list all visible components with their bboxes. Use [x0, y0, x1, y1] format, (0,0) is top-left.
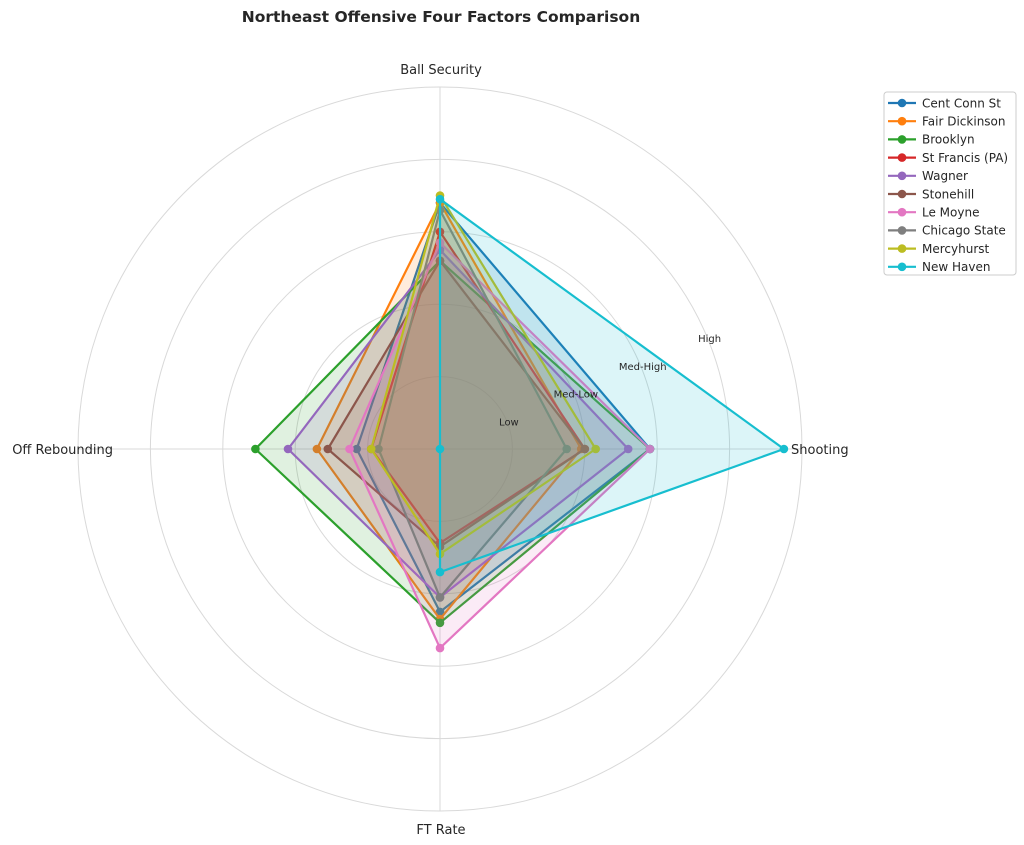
legend-swatch-marker [897, 135, 907, 144]
legend-swatch-marker [897, 171, 907, 181]
series-point [435, 618, 445, 628]
series-area [356, 202, 650, 612]
series-point [312, 444, 322, 454]
axis-label: Ball Security [400, 63, 482, 78]
legend-item: Brooklyn [922, 133, 975, 147]
series-point [251, 444, 260, 454]
series-area [440, 199, 784, 573]
chart-title: Northeast Offensive Four Factors Compari… [242, 8, 640, 26]
series-point [623, 444, 633, 454]
series-area [349, 242, 650, 649]
legend-item: Wagner [922, 169, 968, 183]
radar-labels: Shooting Ball Security Off Rebounding FT Ra… [12, 63, 848, 838]
series-point [374, 444, 383, 454]
legend-swatch-marker [897, 153, 907, 162]
series-point [352, 444, 362, 454]
series-area [288, 249, 629, 598]
series-area [371, 195, 596, 554]
radar-series [251, 191, 789, 653]
legend-item: Mercyhurst [922, 242, 990, 256]
series-point [345, 444, 354, 454]
series-point [435, 607, 445, 617]
series-point [435, 567, 445, 577]
legend-item: New Haven [922, 260, 990, 274]
series-point [435, 194, 445, 204]
axis-label: Off Rebounding [12, 443, 113, 458]
legend-swatch-marker [897, 116, 907, 126]
series-point [779, 444, 789, 454]
series-point [435, 593, 445, 602]
series-area [316, 202, 582, 620]
legend-swatch-marker [897, 262, 907, 272]
legend: Cent Conn St Fair Dickinson Brooklyn St Fra… [883, 91, 1017, 276]
axis-label: FT Rate [416, 823, 465, 838]
legend-swatch-marker [897, 207, 907, 217]
legend-item: Fair Dickinson [922, 115, 1006, 129]
legend-frame [883, 91, 1017, 276]
legend-swatch-marker [897, 189, 907, 199]
ring-label: Med-Low [554, 390, 598, 401]
legend-swatch-marker [897, 226, 907, 235]
legend-swatch-marker [897, 244, 907, 253]
ring-label: Low [499, 417, 519, 428]
series-area [255, 260, 650, 623]
series-area [327, 260, 585, 547]
series-point [591, 444, 600, 454]
legend-swatch-marker [897, 98, 907, 108]
legend-item: Cent Conn St [922, 96, 1001, 110]
series-area [371, 231, 585, 544]
series-point [366, 444, 376, 454]
ring-label: Med-High [619, 362, 667, 373]
series-point [283, 444, 293, 454]
series-point [580, 444, 590, 454]
legend-item: St Francis (PA) [922, 151, 1008, 165]
legend-item: Stonehill [922, 187, 974, 201]
series-point [435, 643, 445, 653]
legend-item: Le Moyne [922, 206, 979, 220]
series-point [323, 444, 333, 454]
series-point [435, 444, 445, 454]
series-point [645, 444, 655, 454]
axis-label: Shooting [791, 443, 849, 458]
legend-item: Chicago State [922, 224, 1006, 238]
series-point [562, 444, 571, 454]
ring-label: High [698, 334, 721, 345]
